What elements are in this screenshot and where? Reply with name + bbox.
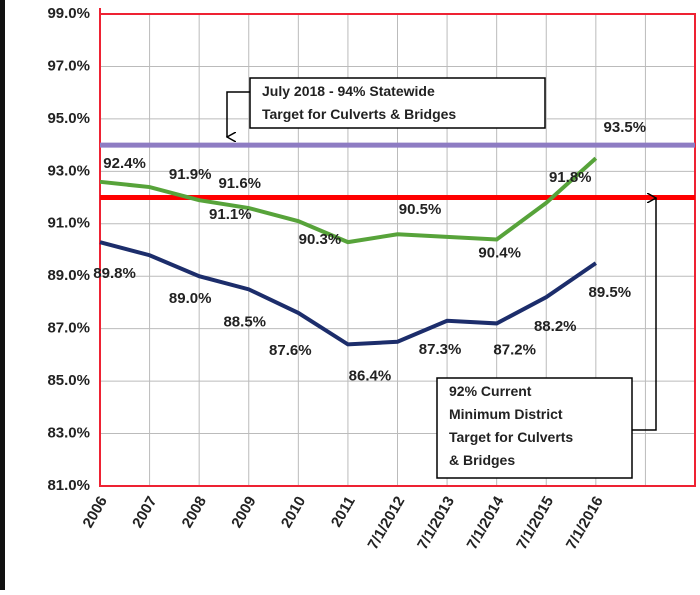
data-label: 89.0% [169,290,212,307]
data-label: 87.6% [269,342,312,359]
data-label: 91.1% [209,206,252,223]
annotation-box [249,77,546,129]
y-tick-label: 83.0% [47,425,90,442]
x-tick-label: 2009 [228,493,259,530]
annotation-text: & Bridges [449,452,515,468]
series-line [99,156,598,245]
x-tick-label: 7/1/2013 [414,493,458,552]
data-label: 91.9% [169,166,212,183]
data-label: 90.5% [399,201,442,218]
data-label: 86.4% [349,367,392,384]
annotation-arrow [227,91,250,137]
y-tick-label: 89.0% [47,267,90,284]
x-tick-label: 2010 [278,493,309,530]
y-tick-label: 99.0% [47,5,90,22]
x-tick-label: 7/1/2012 [364,493,408,552]
y-tick-label: 97.0% [47,57,90,74]
data-label: 89.8% [93,265,136,282]
data-label: 89.5% [589,284,632,301]
left-edge [0,0,5,590]
data-label: 93.5% [604,119,647,136]
x-tick-label: 7/1/2014 [464,493,508,553]
x-tick-label: 2007 [129,493,160,530]
x-tick-label: 2008 [179,493,210,530]
annotation-text: 92% Current [449,383,532,399]
y-tick-label: 95.0% [47,110,90,127]
y-tick-label: 81.0% [47,477,90,494]
data-label: 90.4% [478,244,521,261]
x-tick-label: 2006 [79,493,110,530]
data-label: 87.3% [419,341,462,358]
x-tick-label: 7/1/2015 [513,493,557,552]
series-line [99,240,597,347]
y-tick-label: 93.0% [47,162,90,179]
annotation-text: Target for Culverts & Bridges [262,106,456,122]
data-label: 87.2% [493,341,536,358]
x-tick-label: 7/1/2016 [563,493,607,552]
data-label: 90.3% [299,231,342,248]
data-label: 91.6% [218,175,261,192]
data-label: 88.5% [223,313,266,330]
data-label: 91.8% [549,169,592,186]
y-tick-label: 91.0% [47,215,90,232]
annotation-arrow [632,198,656,431]
y-tick-label: 85.0% [47,372,90,389]
data-label: 92.4% [103,155,146,172]
data-label: 88.2% [534,318,577,335]
annotation-text: Target for Culverts [449,429,573,445]
annotation-text: Minimum District [449,406,563,422]
annotation-text: July 2018 - 94% Statewide [262,83,435,99]
x-tick-label: 2011 [328,493,359,530]
annotation-box [436,377,633,479]
y-tick-label: 87.0% [47,320,90,337]
